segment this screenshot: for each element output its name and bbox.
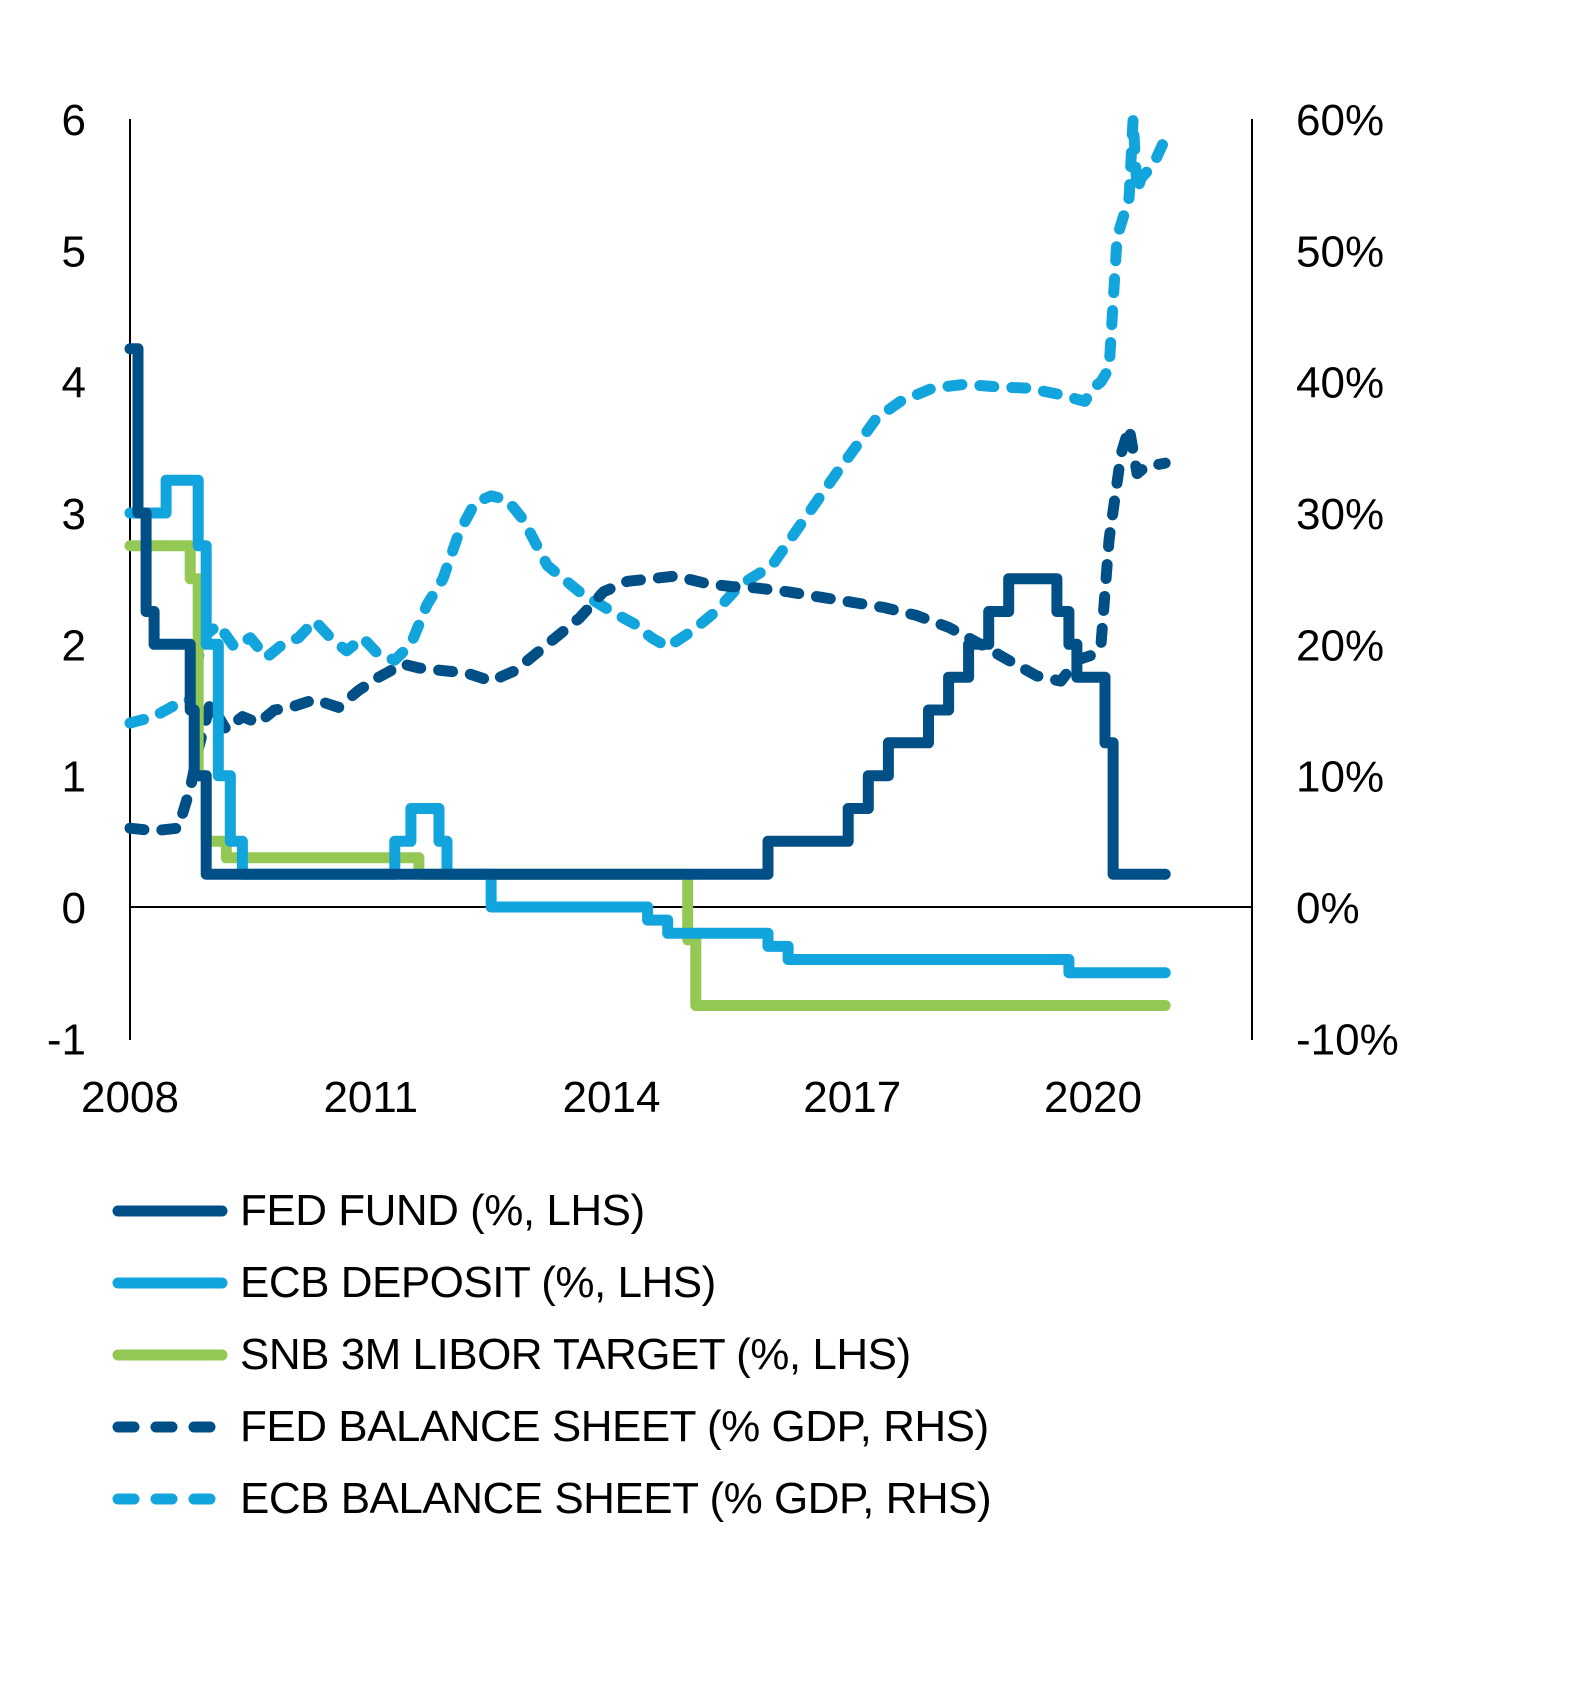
- x-tick-label: 2017: [803, 1073, 901, 1122]
- legend-item-snb-libor: SNB 3M LIBOR TARGET (%, LHS): [110, 1319, 991, 1391]
- legend-swatch-solid-dark-blue: [112, 1205, 228, 1217]
- legend-label: SNB 3M LIBOR TARGET (%, LHS): [240, 1330, 911, 1379]
- legend: FED FUND (%, LHS) ECB DEPOSIT (%, LHS) S…: [110, 1175, 992, 1535]
- legend-item-ecb-deposit: ECB DEPOSIT (%, LHS): [110, 1247, 991, 1319]
- legend-swatch-dashed-dark-blue: [112, 1421, 228, 1433]
- right-tick-label: 10%: [1296, 753, 1384, 802]
- series-layer: [124, 113, 1171, 1011]
- series-line-fed-fund-lhs: [124, 343, 1171, 880]
- series-line-ecb-deposit-lhs: [124, 474, 1171, 979]
- left-axis-tick-labels: 6 5 4 3 2 1 0 -1: [47, 96, 86, 1064]
- left-tick-label: -1: [47, 1015, 86, 1064]
- legend-swatch-solid-light-blue: [112, 1277, 228, 1289]
- legend-item-fed-fund: FED FUND (%, LHS): [110, 1175, 991, 1247]
- right-tick-label: 50%: [1296, 227, 1384, 276]
- x-tick-label: 2020: [1044, 1073, 1142, 1122]
- left-tick-label: 0: [62, 884, 86, 933]
- left-tick-label: 2: [62, 621, 86, 670]
- legend-label: ECB DEPOSIT (%, LHS): [240, 1258, 716, 1307]
- right-tick-label: 30%: [1296, 490, 1384, 539]
- right-tick-label: 0%: [1296, 884, 1360, 933]
- legend-item-fed-balance-sheet: FED BALANCE SHEET (% GDP, RHS): [110, 1391, 991, 1463]
- series-line-fed-balance-sheet-gdp-rhs: [124, 422, 1171, 837]
- x-tick-label: 2011: [323, 1073, 418, 1122]
- left-tick-label: 4: [62, 359, 86, 408]
- right-tick-label: 20%: [1296, 621, 1384, 670]
- legend-label: ECB BALANCE SHEET (% GDP, RHS): [240, 1474, 992, 1523]
- left-tick-label: 1: [62, 753, 86, 802]
- right-axis-tick-labels: 60% 50% 40% 30% 20% 10% 0% -10%: [1296, 96, 1399, 1064]
- x-tick-label: 2014: [563, 1073, 661, 1122]
- x-tick-label: 2008: [81, 1073, 179, 1122]
- x-axis-tick-labels: 2008 2011 2014 2017 2020: [81, 1073, 1142, 1122]
- legend-item-ecb-balance-sheet: ECB BALANCE SHEET (% GDP, RHS): [110, 1463, 992, 1535]
- legend-label: FED BALANCE SHEET (% GDP, RHS): [240, 1402, 989, 1451]
- right-tick-label: 60%: [1296, 96, 1384, 145]
- series-line-snb-3m-libor-target-lhs: [124, 540, 1171, 1011]
- legend-swatch-dashed-light-blue: [112, 1493, 228, 1505]
- right-tick-label: -10%: [1296, 1015, 1399, 1064]
- right-tick-label: 40%: [1296, 359, 1384, 408]
- series-line-ecb-balance-sheet-gdp-rhs: [124, 113, 1171, 729]
- legend-label: FED FUND (%, LHS): [240, 1186, 645, 1235]
- left-tick-label: 3: [62, 490, 86, 539]
- left-tick-label: 5: [62, 227, 86, 276]
- left-tick-label: 6: [62, 96, 86, 145]
- legend-swatch-solid-green: [112, 1349, 228, 1361]
